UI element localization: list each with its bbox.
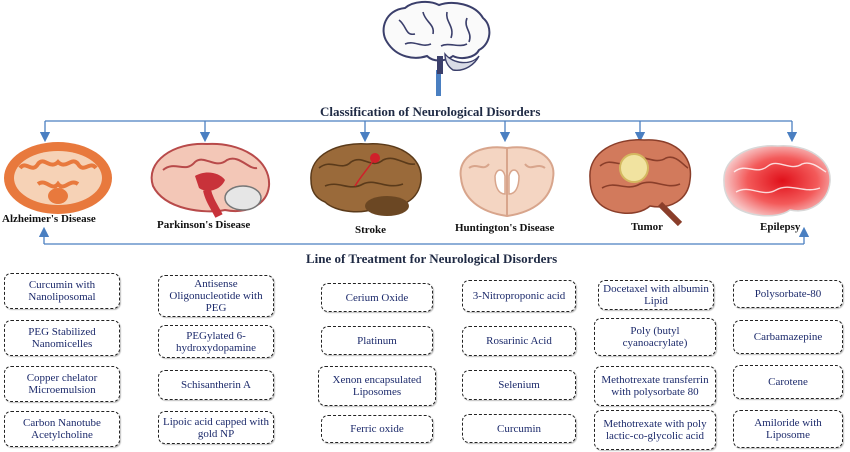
treatment-box: Selenium (462, 370, 576, 400)
treatment-box: Poly (butyl cyanoacrylate) (594, 318, 716, 356)
treatment-box: Methotrexate with poly lactic-co-glycoli… (594, 410, 716, 450)
treatment-box: Polysorbate-80 (733, 280, 843, 308)
disorder-label-epilepsy: Epilepsy (760, 221, 801, 233)
stroke-brain-icon (310, 143, 422, 216)
treatment-box: Platinum (321, 326, 433, 355)
brain-icon (382, 0, 491, 74)
disorder-label-tumor: Tumor (631, 221, 663, 233)
treatment-box: Ferric oxide (321, 415, 433, 443)
tumor-brain-icon (589, 139, 692, 226)
treatment-box: Curcumin with Nanoliposomal (4, 273, 120, 309)
epilepsy-brain-icon (723, 145, 831, 217)
treatment-box: Carbon Nanotube Acetylcholine (4, 411, 120, 447)
treatment-box: Xenon encapsulated Liposomes (318, 366, 436, 406)
treatment-box: Curcumin (462, 414, 576, 443)
treatment-box: Antisense Oligonucleotide with PEG (158, 275, 274, 317)
treatment-box: 3-Nitroproponic acid (462, 280, 576, 312)
treatment-box: Lipoic acid capped with gold NP (158, 411, 274, 444)
treatment-box: Copper chelator Microemulsion (4, 366, 120, 402)
disorder-label-parkinsons: Parkinson's Disease (157, 219, 251, 231)
treatment-box: Rosarinic Acid (462, 326, 576, 356)
treatment-box: Carotene (733, 365, 843, 399)
treatment-box: Docetaxel with albumin Lipid (598, 280, 714, 310)
treatment-box: Amiloride with Liposome (733, 410, 843, 448)
treatment-box: Carbamazepine (733, 320, 843, 354)
treatment-box: PEG Stabilized Nanomicelles (4, 320, 120, 356)
disorder-label-huntingtons: Huntington's Disease (455, 222, 555, 234)
disorder-label-stroke: Stroke (355, 224, 386, 236)
treatment-heading: Line of Treatment for Neurological Disor… (306, 251, 558, 266)
treatment-box: Methotrexate transferrin with polysorbat… (594, 366, 716, 406)
parkinsons-brain-sagittal-icon (150, 142, 271, 218)
disorder-label-alzheimers: Alzheimer's Disease (2, 213, 96, 225)
treatment-box: Cerium Oxide (321, 283, 433, 312)
treatment-box: Schisantherin A (158, 370, 274, 400)
treatment-box: PEGylated 6-hydroxydopamine (158, 325, 274, 358)
alzheimers-brain-section-icon (4, 142, 112, 214)
huntingtons-brain-section-icon (459, 146, 555, 218)
central-stem (436, 70, 441, 96)
diagram-title: Classification of Neurological Disorders (320, 104, 541, 119)
